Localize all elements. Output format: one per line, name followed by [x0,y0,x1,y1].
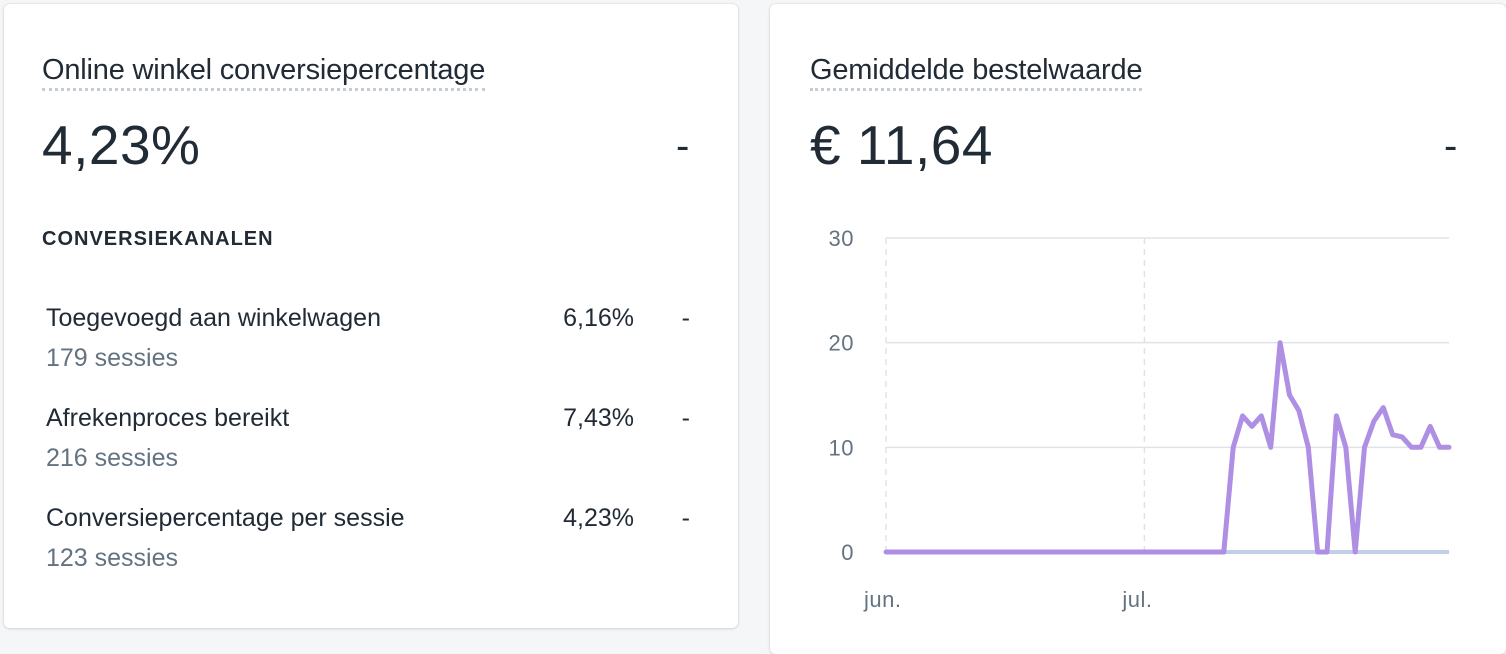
channel-row-session-conversion: Conversiepercentage per sessie 123 sessi… [46,502,706,582]
y-tick-label: 0 [841,540,854,565]
y-tick-label: 10 [829,435,854,460]
conversion-rate-change: - [676,124,690,168]
channel-value: 4,23% [563,504,634,532]
channel-change: - [681,304,690,332]
conversion-channels-heading: CONVERSIEKANALEN [42,228,274,250]
series-line [883,340,1452,555]
x-tick-label: jul. [1121,587,1152,612]
channel-label: Afrekenproces bereikt [46,404,290,432]
x-tick-label: jun. [863,587,901,612]
channel-sessions: 123 sessies [46,544,179,572]
average-order-value-value: € 11,64 [810,114,993,176]
channel-row-added-to-cart: Toegevoegd aan winkelwagen 179 sessies 6… [46,302,706,382]
conversion-rate-value: 4,23% [42,114,201,176]
channel-sessions: 216 sessies [46,444,179,472]
channel-change: - [681,404,690,432]
conversion-rate-title[interactable]: Online winkel conversiepercentage [42,52,485,91]
conversion-rate-card: Online winkel conversiepercentage 4,23% … [4,4,738,628]
channel-value: 7,43% [563,404,634,432]
average-order-value-chart: 0 10 20 30 jun. jul. [829,226,1452,612]
y-tick-label: 20 [829,331,854,356]
average-order-value-card: Gemiddelde bestelwaarde € 11,64 - 0 10 20 3… [770,4,1506,654]
y-tick-label: 30 [829,226,854,251]
channel-value: 6,16% [563,304,634,332]
channel-sessions: 179 sessies [46,344,179,372]
average-order-value-title[interactable]: Gemiddelde bestelwaarde [810,52,1143,91]
channel-label: Conversiepercentage per sessie [46,504,405,532]
channel-row-checkout-reached: Afrekenproces bereikt 216 sessies 7,43% … [46,402,706,482]
channel-label: Toegevoegd aan winkelwagen [46,304,381,332]
average-order-value-change: - [1444,124,1458,168]
channel-change: - [681,504,690,532]
